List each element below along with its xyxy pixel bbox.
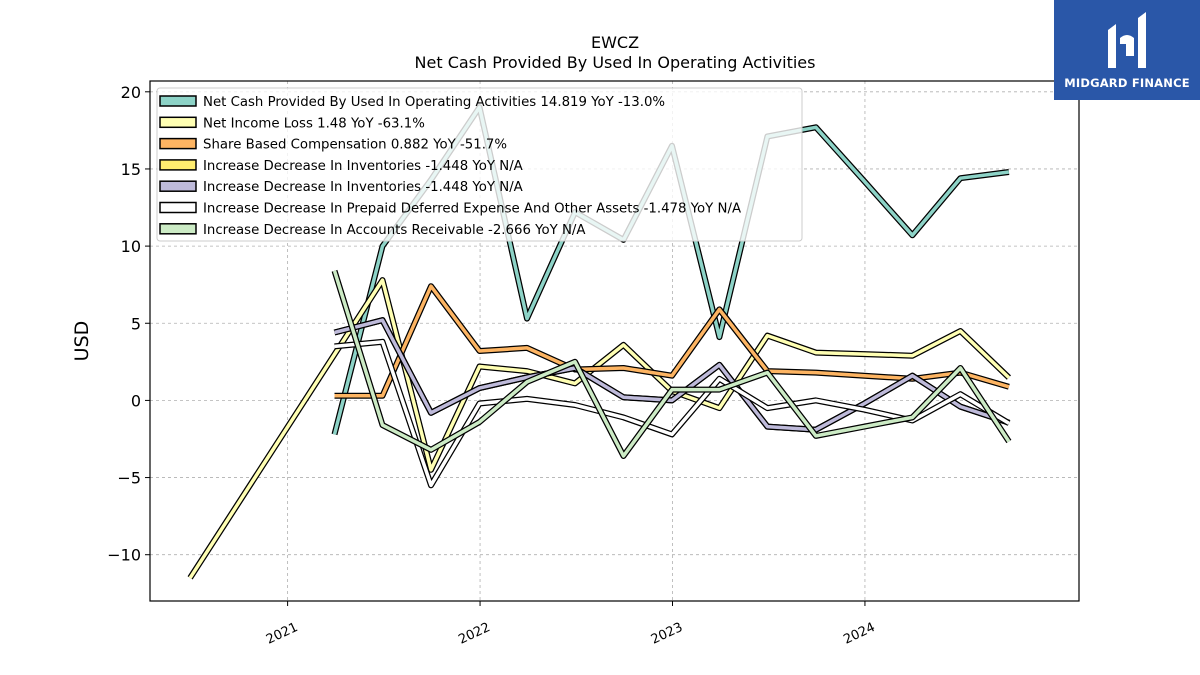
legend-label-4: Increase Decrease In Inventories -1.448 … (203, 180, 523, 195)
y-tick-label: 0 (131, 391, 141, 410)
x-axis-ticks: 2021 2022 2023 2024 (264, 601, 878, 648)
series-line-4 (334, 318, 1010, 432)
y-tick-label: 15 (121, 160, 141, 179)
series-line-6 (332, 270, 1011, 458)
x-tick-label: 2022 (456, 620, 492, 648)
x-tick-label: 2023 (649, 620, 685, 648)
legend: Net Cash Provided By Used In Operating A… (156, 87, 803, 242)
chart-title: EWCZ (591, 33, 639, 52)
legend-swatch-2 (159, 137, 197, 150)
chart-subtitle: Net Cash Provided By Used In Operating A… (415, 53, 816, 72)
y-axis-title: USD (71, 321, 93, 362)
legend-label-6: Increase Decrease In Accounts Receivable… (203, 223, 586, 238)
series-line-5 (334, 340, 1010, 488)
legend-swatch-3 (159, 159, 197, 171)
legend-label-1: Net Income Loss 1.48 YoY -63.1% (203, 116, 425, 131)
plot-frame (149, 80, 1080, 602)
x-tick-label: 2024 (841, 620, 877, 648)
legend-swatch-0 (159, 95, 197, 107)
legend-label-5: Increase Decrease In Prepaid Deferred Ex… (203, 202, 741, 217)
legend-swatch-4 (159, 180, 197, 192)
x-tick-label: 2021 (264, 620, 300, 648)
series-line-outline-1 (187, 277, 1011, 580)
y-tick-label: −5 (117, 469, 141, 488)
y-tick-label: 10 (121, 237, 141, 256)
series-line-1 (188, 278, 1011, 579)
legend-swatch-5 (159, 201, 197, 214)
legend-box (156, 87, 803, 242)
series-line-2 (334, 284, 1010, 398)
y-tick-label: 20 (121, 83, 141, 102)
midgard-logo-icon (1108, 12, 1146, 68)
legend-label-0: Net Cash Provided By Used In Operating A… (203, 95, 665, 110)
series-line-outline-6 (331, 269, 1012, 459)
brand-logo: MIDGARD FINANCE (1054, 0, 1200, 100)
legend-swatch-1 (159, 116, 197, 129)
y-axis-ticks: 20 15 10 5 0 −5 −10 (107, 83, 150, 565)
legend-label-2: Share Based Compensation 0.882 YoY -51.7… (203, 138, 507, 153)
legend-label-3: Increase Decrease In Inventories -1.448 … (203, 159, 523, 174)
brand-name: MIDGARD FINANCE (1064, 76, 1190, 90)
legend-swatch-6 (159, 223, 197, 235)
y-tick-label: −10 (107, 546, 141, 565)
y-tick-label: 5 (131, 314, 141, 333)
